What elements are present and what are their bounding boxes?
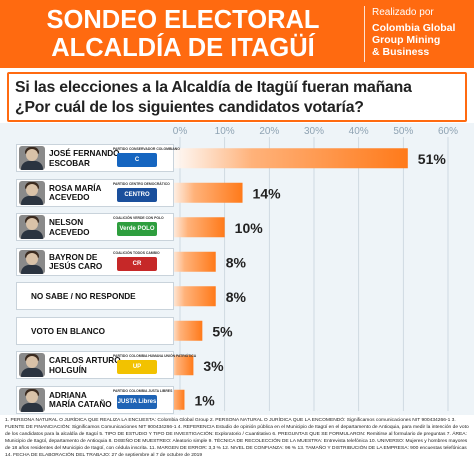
party-logo: CR: [117, 256, 157, 271]
question-line-1: Si las elecciones a la Alcaldía de Itagü…: [15, 79, 412, 96]
party-caption: PARTIDO CENTRO DEMOCRÁTICO: [113, 181, 170, 186]
candidate-name: VOTO EN BLANCO: [31, 327, 105, 337]
data-label: 14%: [253, 185, 282, 201]
candidate-name-line-2: ACEVEDO: [49, 193, 90, 203]
realizado-label: Realizado por: [372, 7, 434, 18]
realizado-block: Realizado por Colombia Global Group Mini…: [372, 6, 474, 58]
bar-5: [168, 286, 216, 307]
candidate-photo: [19, 180, 45, 205]
title-line-1: SONDEO ELECTORAL: [46, 6, 320, 34]
candidate-name: NELSON ACEVEDO: [49, 218, 90, 237]
question-section: Si las elecciones a la Alcaldía de Itagü…: [0, 68, 474, 123]
party-caption: PARTIDO COLOMBIA JUSTA LIBRES: [113, 388, 173, 393]
candidate-name-line-2: HOLGUÍN: [49, 365, 87, 375]
bar-7: [168, 355, 194, 376]
candidate-photo: [19, 215, 45, 240]
x-tick-label: 20%: [259, 126, 279, 137]
candidate-name: JOSÉ FERNANDO ESCOBAR: [49, 149, 120, 168]
data-label: 8%: [226, 254, 247, 270]
party-logo: UP: [117, 360, 157, 375]
bar-3: [168, 217, 225, 238]
candidate-card: NELSON ACEVEDO COALICIÓN VERDE CON POLO Ver…: [16, 213, 174, 242]
candidate-card: ADRIANA MARÍA CATAÑO PARTIDO COLOMBIA JUST…: [16, 385, 174, 414]
candidate-name: BAYRON DE JESÚS CARO: [49, 253, 102, 272]
header-divider: [364, 6, 365, 62]
data-label: 8%: [226, 289, 247, 305]
candidate-card: BAYRON DE JESÚS CARO COALICIÓN TODOS CAMBI…: [16, 247, 174, 276]
candidate-name: ADRIANA MARÍA CATAÑO: [49, 391, 112, 410]
poll-bar-chart: 0% 10% 20% 30% 40% 50% 60% 51% 14% 10% 8% 8% 5% 3% 1%: [168, 126, 458, 411]
candidate-name-line-1: ADRIANA: [49, 390, 87, 400]
candidate-name-line-1: BAYRON DE: [49, 252, 98, 262]
candidate-card: JOSÉ FERNANDO ESCOBAR PARTIDO CONSERVADOR …: [16, 144, 180, 173]
methodology-footer: 1. PERSONA NATURAL O JURÍDICA QUE REALIZ…: [0, 415, 474, 474]
bar-6: [168, 320, 203, 341]
bar-4: [168, 251, 216, 272]
question-line-2: ¿Por cuál de los siguientes candidatos v…: [15, 99, 364, 116]
candidate-card: CARLOS ARTURO HOLGUÍN PARTIDO COLOMBIA HUM…: [16, 351, 196, 380]
bar-1: [168, 148, 408, 169]
x-tick-label: 50%: [393, 126, 413, 137]
party-caption: PARTIDO COLOMBIA HUMANA UNIÓN PATRIÓTICA: [113, 354, 197, 359]
candidate-name-line-2: ACEVEDO: [49, 227, 90, 237]
x-tick-label: 10%: [215, 126, 235, 137]
x-tick-label: 30%: [304, 126, 324, 137]
candidate-name-line-1: CARLOS ARTURO: [49, 356, 121, 366]
candidate-photo: [19, 387, 45, 412]
candidate-photo: [19, 249, 45, 274]
x-tick-label: 0%: [173, 126, 188, 137]
data-label: 10%: [235, 220, 264, 236]
company-line-3: & Business: [372, 46, 430, 58]
candidate-card: VOTO EN BLANCO: [16, 316, 174, 345]
page-title: SONDEO ELECTORAL ALCALDÍA DE ITAGÜÍ: [10, 6, 356, 62]
candidate-name: ROSA MARÍA ACEVEDO: [49, 184, 101, 203]
company-line-2: Group Mining: [372, 34, 441, 46]
candidate-name-line-1: VOTO EN BLANCO: [31, 326, 105, 336]
candidate-name-line-2: MARÍA CATAÑO: [49, 400, 112, 410]
candidate-photo: [19, 353, 45, 378]
candidate-name-line-2: ESCOBAR: [49, 158, 90, 168]
question-box: Si las elecciones a la Alcaldía de Itagü…: [7, 72, 467, 122]
candidate-name-line-1: NO SABE / NO RESPONDE: [31, 292, 136, 302]
title-line-2: ALCALDÍA DE ITAGÜÍ: [51, 34, 315, 62]
candidate-card: ROSA MARÍA ACEVEDO PARTIDO CENTRO DEMOCRÁT…: [16, 178, 174, 207]
party-logo: C: [117, 153, 157, 168]
company-name: Colombia Global Group Mining & Business: [372, 22, 474, 58]
candidate-name-line-1: ROSA MARÍA: [49, 183, 102, 193]
company-line-1: Colombia Global: [372, 22, 456, 34]
data-label: 1%: [194, 392, 215, 408]
candidate-card: NO SABE / NO RESPONDE: [16, 282, 174, 311]
header-banner: SONDEO ELECTORAL ALCALDÍA DE ITAGÜÍ Real…: [0, 0, 474, 68]
candidate-name: CARLOS ARTURO HOLGUÍN: [49, 356, 121, 375]
bar-2: [168, 182, 243, 203]
party-caption: PARTIDO CONSERVADOR COLOMBIANO: [113, 147, 180, 152]
candidate-name-line-1: JOSÉ FERNANDO: [49, 149, 120, 159]
x-tick-label: 40%: [349, 126, 369, 137]
party-caption: COALICIÓN TODOS CAMBIO: [113, 250, 160, 255]
candidate-name-line-2: JESÚS CARO: [49, 262, 103, 272]
party-caption: COALICIÓN VERDE CON POLO: [113, 216, 164, 221]
x-tick-label: 60%: [438, 126, 458, 137]
party-logo: CENTRO: [117, 187, 157, 202]
methodology-text: 1. PERSONA NATURAL O JURÍDICA QUE REALIZ…: [5, 418, 469, 458]
data-label: 3%: [203, 358, 224, 374]
party-logo: JUSTA Libres: [117, 394, 157, 409]
data-label: 51%: [418, 151, 447, 167]
party-logo: Verde POLO: [117, 222, 157, 237]
candidate-name: NO SABE / NO RESPONDE: [31, 292, 136, 302]
candidate-photo: [19, 146, 45, 171]
candidate-name-line-1: NELSON: [49, 218, 84, 228]
data-label: 5%: [212, 323, 233, 339]
